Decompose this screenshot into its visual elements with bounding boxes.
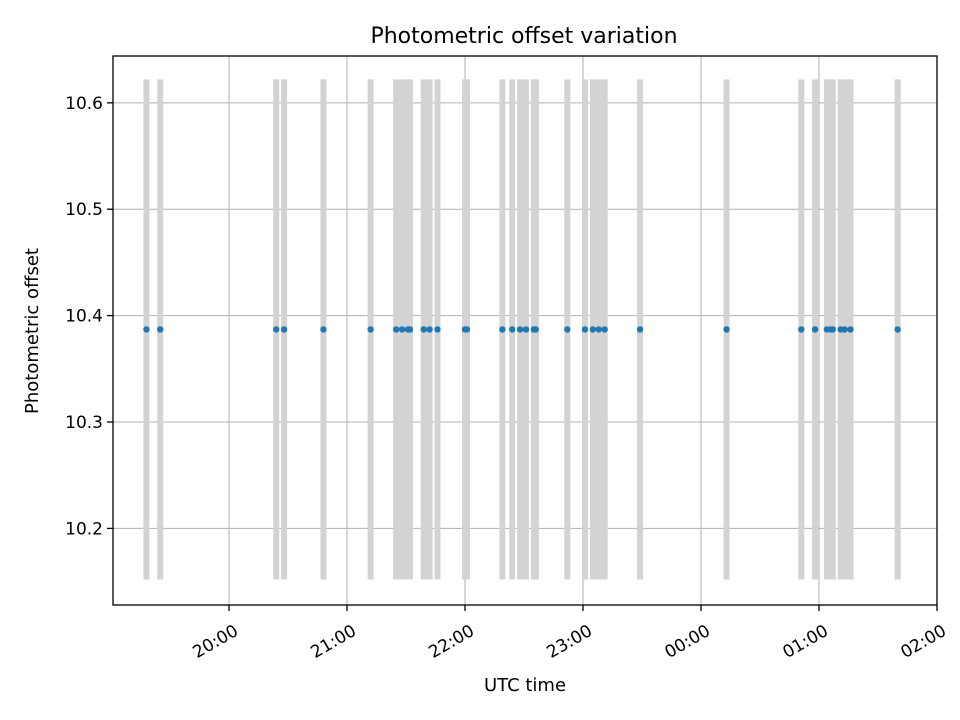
plot-frame	[112, 55, 938, 606]
data-point	[811, 326, 819, 333]
data-point	[516, 326, 524, 333]
x-tick-label: 00:00	[661, 621, 713, 663]
data-point	[589, 326, 597, 333]
data-point	[723, 326, 730, 333]
data-point	[509, 326, 516, 333]
x-tick-label: 21:00	[307, 621, 359, 663]
data-point	[320, 326, 327, 333]
y-axis-label: Photometric offset	[22, 248, 43, 414]
data-point	[829, 326, 836, 333]
data-point	[392, 326, 400, 333]
data-point	[426, 326, 433, 333]
data-point	[280, 326, 288, 333]
data-point	[894, 326, 901, 333]
data-point	[841, 326, 848, 333]
x-tick-label: 23:00	[543, 621, 595, 663]
data-point	[434, 326, 441, 333]
y-tick-label: 10.5	[65, 200, 103, 220]
data-point	[636, 326, 644, 333]
y-tick-label: 10.2	[65, 519, 103, 539]
data-point	[143, 326, 150, 333]
x-tick-label: 02:00	[897, 621, 949, 663]
y-tick-label: 10.3	[65, 413, 103, 433]
data-point	[463, 326, 471, 333]
x-tick-label: 20:00	[189, 621, 241, 663]
data-point	[798, 326, 805, 333]
data-point	[601, 326, 608, 333]
data-point	[564, 326, 571, 333]
data-point	[406, 326, 414, 333]
data-point	[273, 326, 280, 333]
data-point	[367, 326, 374, 333]
data-point	[398, 326, 406, 333]
data-point	[581, 326, 589, 333]
data-point	[499, 326, 506, 333]
x-tick-label: 01:00	[779, 621, 831, 663]
data-points	[143, 326, 901, 333]
y-tick-label: 10.6	[65, 94, 103, 114]
data-point	[595, 326, 602, 333]
data-point	[420, 326, 427, 333]
data-point	[532, 326, 540, 333]
data-point	[522, 326, 530, 333]
data-point	[156, 326, 164, 333]
y-tick-label: 10.4	[65, 307, 103, 327]
x-tick-label: 22:00	[425, 621, 477, 663]
x-axis-label: UTC time	[484, 675, 566, 696]
chart-title: Photometric offset variation	[370, 24, 677, 49]
data-point	[847, 326, 854, 333]
